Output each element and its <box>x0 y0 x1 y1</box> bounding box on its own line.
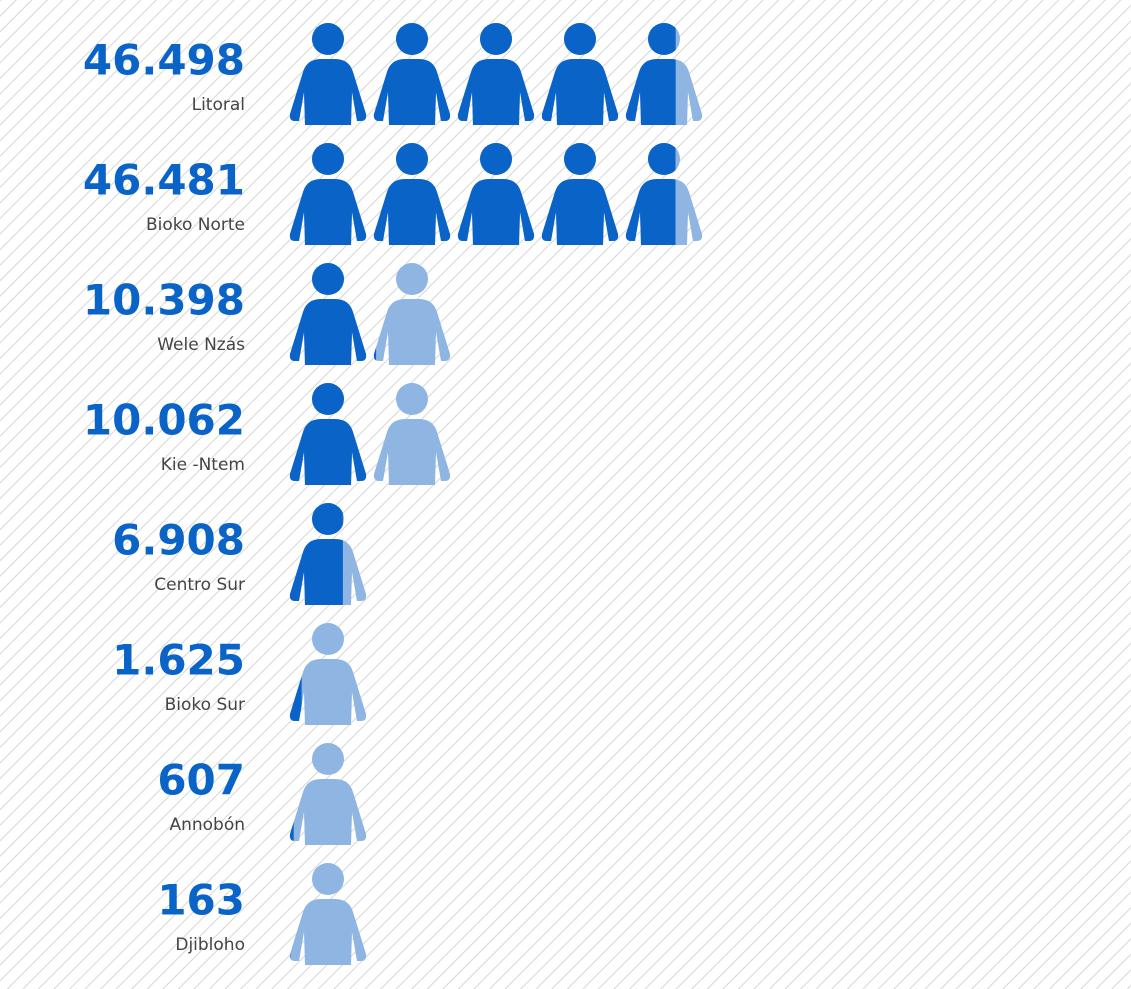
value-label: 10.062 <box>83 396 245 445</box>
value-label: 46.498 <box>83 36 245 85</box>
category-label: Annobón <box>169 815 245 835</box>
value-label: 163 <box>157 876 245 925</box>
value-label: 46.481 <box>83 156 245 205</box>
category-label: Centro Sur <box>154 575 245 595</box>
category-label: Djibloho <box>175 935 245 955</box>
value-label: 607 <box>157 756 245 805</box>
value-label: 6.908 <box>112 516 245 565</box>
category-label: Bioko Norte <box>146 215 245 235</box>
category-label: Litoral <box>192 95 245 115</box>
category-label: Wele Nzás <box>157 335 245 355</box>
category-label: Kie -Ntem <box>161 455 245 475</box>
value-label: 10.398 <box>83 276 245 325</box>
category-label: Bioko Sur <box>165 695 245 715</box>
value-label: 1.625 <box>112 636 245 685</box>
